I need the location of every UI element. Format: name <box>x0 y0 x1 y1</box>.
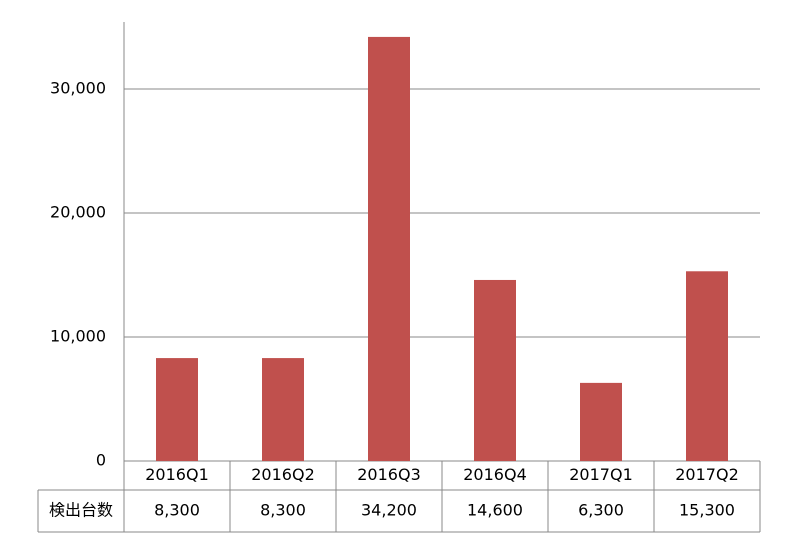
x-tick-label: 2016Q4 <box>463 465 527 484</box>
y-tick-label: 30,000 <box>50 79 106 98</box>
x-tick-label: 2017Q1 <box>569 465 633 484</box>
bar <box>686 271 728 461</box>
x-tick-label: 2017Q2 <box>675 465 739 484</box>
x-tick-label: 2016Q2 <box>251 465 315 484</box>
bar <box>156 358 198 461</box>
bar <box>474 279 516 461</box>
legend-label: 検出台数 <box>49 501 113 520</box>
x-tick-label: 2016Q1 <box>145 465 209 484</box>
bar <box>262 358 304 461</box>
y-tick-label: 20,000 <box>50 203 106 222</box>
y-tick-label: 0 <box>96 451 106 470</box>
table-value: 8,300 <box>154 501 200 520</box>
bar <box>580 382 622 461</box>
table-value: 14,600 <box>467 501 523 520</box>
table-value: 15,300 <box>679 501 735 520</box>
bar <box>368 36 410 462</box>
x-tick-label: 2016Q3 <box>357 465 421 484</box>
table-value: 34,200 <box>361 501 417 520</box>
table-value: 6,300 <box>578 501 624 520</box>
y-tick-label: 10,000 <box>50 327 106 346</box>
table-value: 8,300 <box>260 501 306 520</box>
